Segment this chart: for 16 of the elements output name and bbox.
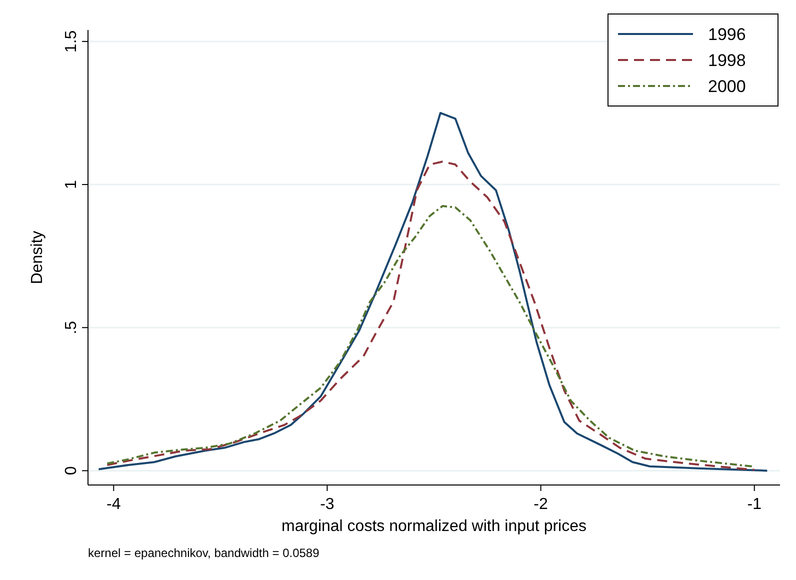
x-tick-label: -2 xyxy=(534,496,548,513)
text: kernel = epanechnikov, bandwidth = 0.0589 xyxy=(88,546,320,560)
y-tick-label: 1.5 xyxy=(63,30,80,53)
x-tick-label: -3 xyxy=(320,496,334,513)
legend-label: 2000 xyxy=(708,77,746,96)
x-tick-label: -4 xyxy=(106,496,121,513)
line-series xyxy=(106,160,756,471)
legend-label: 1998 xyxy=(708,51,746,70)
y-tick-label: .5 xyxy=(63,320,80,334)
x-axis-title: marginal costs normalized with input prices xyxy=(281,518,587,535)
line-series xyxy=(98,112,768,472)
y-tick-label: 0 xyxy=(63,466,80,476)
x-tick-label: -1 xyxy=(747,496,762,513)
y-axis-title: Density xyxy=(29,230,46,284)
y-tick-label: 1 xyxy=(63,180,80,189)
legend-label: 1996 xyxy=(708,25,746,44)
